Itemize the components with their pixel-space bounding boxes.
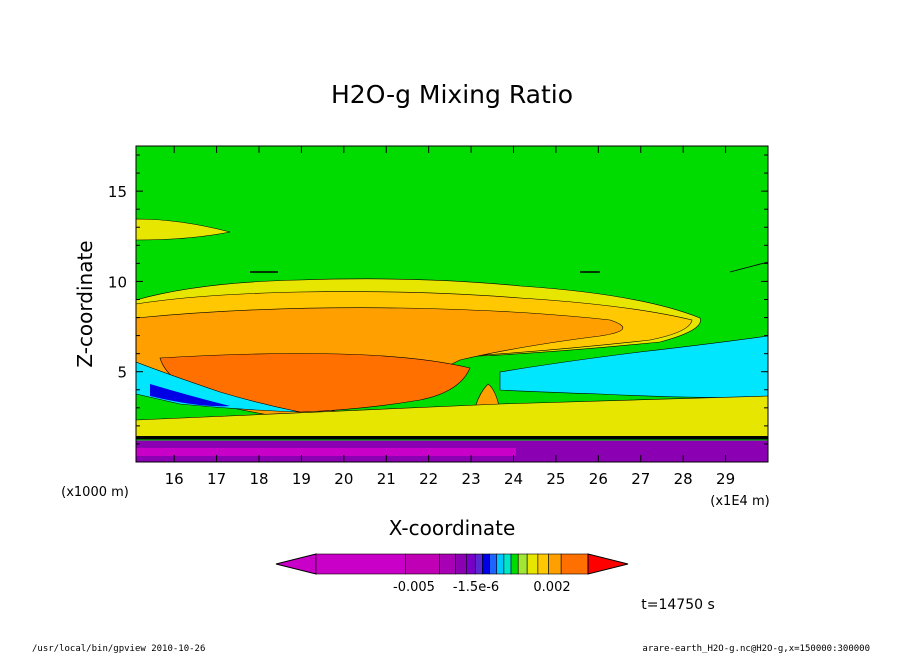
colorbar-swatch <box>455 553 467 575</box>
colorbar-swatch <box>560 553 589 575</box>
x-axis-label: X-coordinate <box>389 516 516 540</box>
x-tick-label: 19 <box>292 470 311 488</box>
colorbar-swatch <box>503 553 512 575</box>
y-tick-label: 5 <box>117 364 127 382</box>
colorbar-swatch <box>517 553 528 575</box>
colorbar-swatch <box>537 553 549 575</box>
x-tick-label: 24 <box>504 470 523 488</box>
colorbar-swatch <box>548 553 562 575</box>
y-tick-label: 10 <box>108 273 127 291</box>
y-axis: 5 10 15 <box>108 154 768 445</box>
x-unit-note: (x1E4 m) <box>710 494 769 509</box>
x-tick-label: 25 <box>546 470 565 488</box>
colorbar-swatch <box>315 553 406 575</box>
heatmap-field <box>135 145 769 463</box>
x-tick-label: 17 <box>207 470 226 488</box>
x-tick-label: 27 <box>631 470 650 488</box>
colorbar-low-arrow <box>275 553 317 575</box>
colorbar-label: -0.005 <box>393 580 435 595</box>
colorbar-swatch <box>482 553 490 575</box>
colorbar-label: 0.002 <box>533 580 570 595</box>
colorbar-label: -1.5e-6 <box>453 580 499 595</box>
x-tick-label: 28 <box>674 470 693 488</box>
time-label: t=14750 s <box>641 597 715 613</box>
x-tick-label: 20 <box>334 470 353 488</box>
x-tick-label: 29 <box>716 470 735 488</box>
dry-cyan-layer <box>499 335 768 399</box>
x-axis: 16 17 18 19 20 21 22 23 24 25 26 27 28 29 <box>165 146 735 488</box>
footer-left: /usr/local/bin/gpview 2010-10-26 <box>32 644 205 654</box>
y-unit-note: (x1000 m) <box>61 485 129 500</box>
x-tick-label: 21 <box>377 470 396 488</box>
colorbar-swatch <box>466 553 476 575</box>
low-level-yellow <box>136 395 768 439</box>
plot-frame <box>135 145 769 463</box>
blue-streak <box>150 384 230 407</box>
colorbar: -0.005 -1.5e-6 0.002 <box>275 553 629 595</box>
x-tick-label: 23 <box>462 470 481 488</box>
colorbar-swatch <box>405 553 440 575</box>
x-tick-label: 22 <box>419 470 438 488</box>
x-tick-label: 26 <box>589 470 608 488</box>
colorbar-high-arrow <box>587 553 629 575</box>
colorbar-swatch <box>439 553 456 575</box>
footer-right: arare-earth_H2O-g.nc@H2O-g,x=150000:3000… <box>642 644 870 654</box>
boundary-layer-line <box>136 436 768 440</box>
x-tick-label: 18 <box>249 470 268 488</box>
y-axis-label: Z-coordinate <box>73 240 97 367</box>
subsurface-magenta <box>136 448 516 456</box>
colorbar-swatch <box>489 553 498 575</box>
colorbar-swatch <box>510 553 519 575</box>
colorbar-swatch <box>496 553 505 575</box>
y-tick-label: 15 <box>108 183 127 201</box>
colorbar-swatch <box>526 553 539 575</box>
x-tick-label: 16 <box>165 470 184 488</box>
colorbar-swatch <box>474 553 483 575</box>
upper-moist-patch <box>136 218 231 241</box>
chart-title: H2O-g Mixing Ratio <box>331 80 573 109</box>
